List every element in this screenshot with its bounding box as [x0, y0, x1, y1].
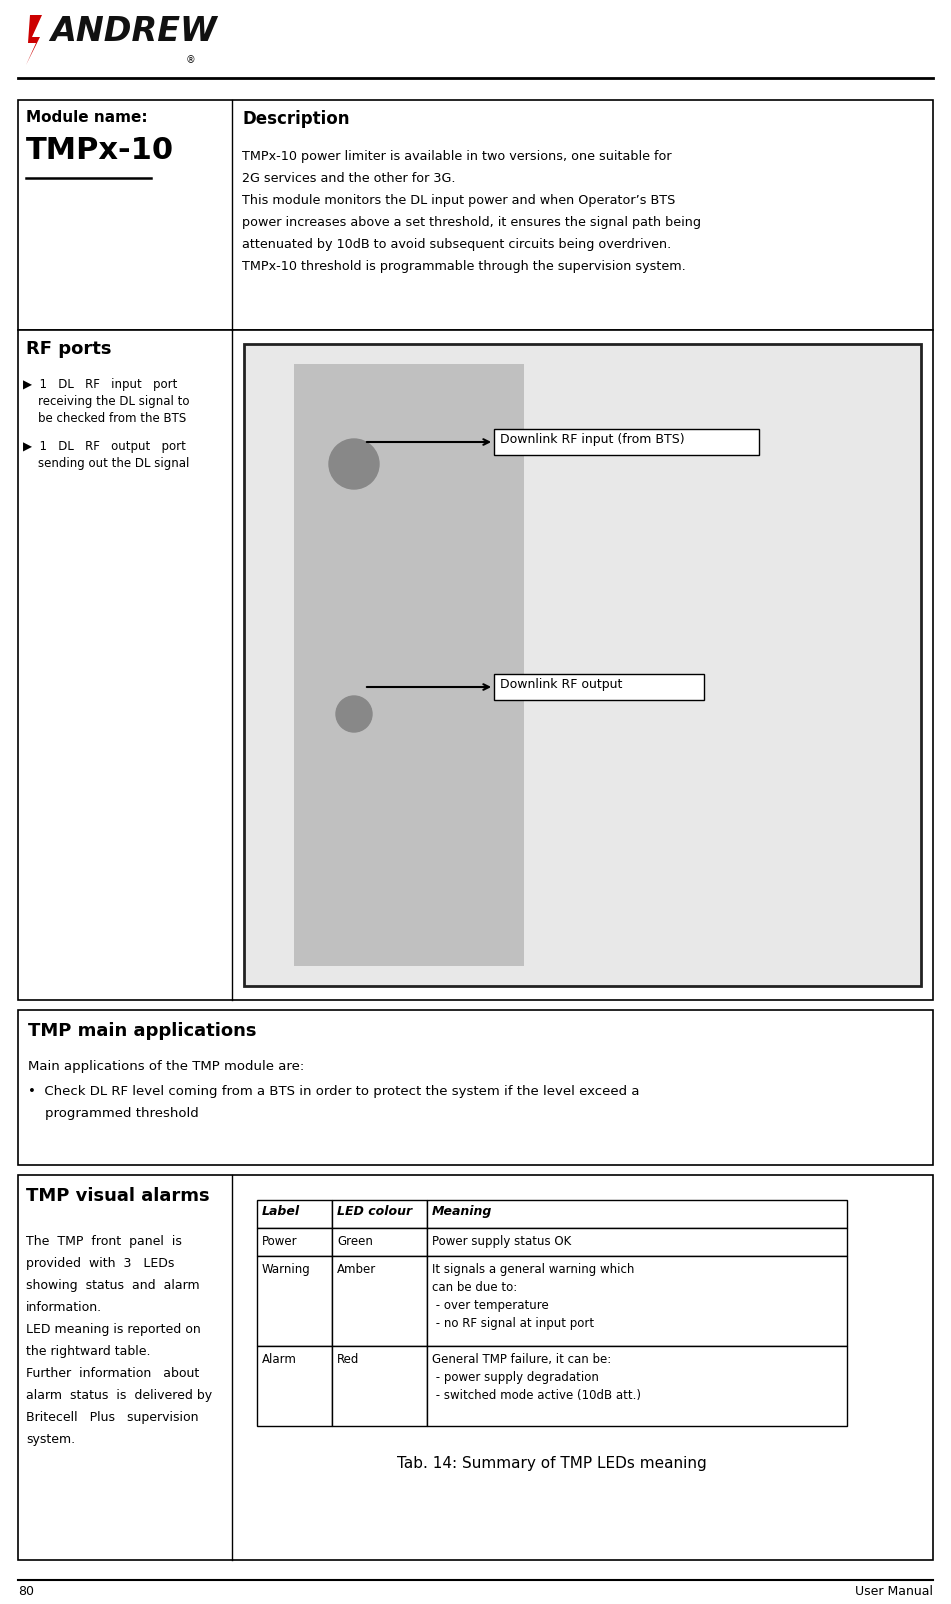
Bar [18, 1176, 933, 1561]
Text: - switched mode active (10dB att.): - switched mode active (10dB att.) [432, 1389, 641, 1402]
Text: showing  status  and  alarm: showing status and alarm [26, 1278, 200, 1291]
Text: •  Check DL RF level coming from a BTS in order to protect the system if the lev: • Check DL RF level coming from a BTS in… [28, 1084, 639, 1099]
Text: Power: Power [262, 1235, 298, 1248]
Text: ®: ® [186, 55, 196, 66]
Bar [257, 1229, 332, 1256]
Text: Downlink RF output: Downlink RF output [500, 678, 622, 691]
Text: ▶  1   DL   RF   input   port: ▶ 1 DL RF input port [23, 379, 178, 391]
Text: Alarm: Alarm [262, 1354, 297, 1367]
Text: sending out the DL signal: sending out the DL signal [23, 457, 189, 470]
Bar [427, 1256, 847, 1346]
Text: It signals a general warning which: It signals a general warning which [432, 1262, 634, 1277]
Text: Meaning: Meaning [432, 1205, 493, 1217]
Bar [18, 330, 933, 999]
Text: 2G services and the other for 3G.: 2G services and the other for 3G. [242, 172, 456, 184]
Text: provided  with  3   LEDs: provided with 3 LEDs [26, 1258, 174, 1270]
Bar [427, 1229, 847, 1256]
Bar [244, 343, 921, 986]
Text: ▶  1   DL   RF   output   port: ▶ 1 DL RF output port [23, 439, 185, 452]
Text: the rightward table.: the rightward table. [26, 1346, 150, 1359]
Text: Red: Red [337, 1354, 359, 1367]
Text: - over temperature: - over temperature [432, 1299, 549, 1312]
Bar [427, 1346, 847, 1426]
Bar [294, 364, 524, 966]
Bar [332, 1346, 427, 1426]
Bar [18, 1011, 933, 1165]
Text: TMPx-10 threshold is programmable through the supervision system.: TMPx-10 threshold is programmable throug… [242, 260, 686, 273]
Bar [494, 674, 704, 699]
Text: programmed threshold: programmed threshold [28, 1107, 199, 1120]
Text: Description: Description [242, 111, 350, 128]
Bar [257, 1200, 332, 1229]
Text: Module name:: Module name: [26, 111, 147, 125]
Text: Power supply status OK: Power supply status OK [432, 1235, 572, 1248]
Text: Label: Label [262, 1205, 301, 1217]
Text: alarm  status  is  delivered by: alarm status is delivered by [26, 1389, 212, 1402]
Text: 80: 80 [18, 1585, 34, 1598]
Text: Britecell   Plus   supervision: Britecell Plus supervision [26, 1412, 199, 1424]
Text: The  TMP  front  panel  is: The TMP front panel is [26, 1235, 182, 1248]
Text: Green: Green [337, 1235, 373, 1248]
Circle shape [336, 696, 372, 731]
Bar [332, 1256, 427, 1346]
Text: be checked from the BTS: be checked from the BTS [23, 412, 186, 425]
Bar [427, 1200, 847, 1229]
Text: receiving the DL signal to: receiving the DL signal to [23, 395, 189, 407]
Bar [494, 428, 759, 456]
Text: RF ports: RF ports [26, 340, 111, 358]
Bar [332, 1200, 427, 1229]
Text: attenuated by 10dB to avoid subsequent circuits being overdriven.: attenuated by 10dB to avoid subsequent c… [242, 237, 671, 250]
Polygon shape [26, 14, 42, 66]
Text: LED meaning is reported on: LED meaning is reported on [26, 1323, 201, 1336]
Text: power increases above a set threshold, it ensures the signal path being: power increases above a set threshold, i… [242, 217, 701, 229]
Text: - no RF signal at input port: - no RF signal at input port [432, 1317, 594, 1330]
Text: This module monitors the DL input power and when Operator’s BTS: This module monitors the DL input power … [242, 194, 675, 207]
Text: TMPx-10: TMPx-10 [26, 136, 174, 165]
Text: Amber: Amber [337, 1262, 377, 1277]
Text: TMP main applications: TMP main applications [28, 1022, 257, 1039]
Text: can be due to:: can be due to: [432, 1282, 517, 1294]
Bar [257, 1256, 332, 1346]
Bar [18, 99, 933, 330]
Text: information.: information. [26, 1301, 102, 1314]
Text: system.: system. [26, 1432, 75, 1445]
Circle shape [329, 439, 379, 489]
Text: LED colour: LED colour [337, 1205, 412, 1217]
Text: ANDREW: ANDREW [50, 14, 217, 48]
Bar [257, 1346, 332, 1426]
Text: Tab. 14: Summary of TMP LEDs meaning: Tab. 14: Summary of TMP LEDs meaning [398, 1456, 707, 1471]
Bar [332, 1229, 427, 1256]
Text: TMP visual alarms: TMP visual alarms [26, 1187, 209, 1205]
Text: Downlink RF input (from BTS): Downlink RF input (from BTS) [500, 433, 685, 446]
Text: - power supply degradation: - power supply degradation [432, 1371, 599, 1384]
Text: User Manual: User Manual [855, 1585, 933, 1598]
Text: General TMP failure, it can be:: General TMP failure, it can be: [432, 1354, 611, 1367]
Text: Warning: Warning [262, 1262, 311, 1277]
Text: TMPx-10 power limiter is available in two versions, one suitable for: TMPx-10 power limiter is available in tw… [242, 151, 671, 164]
Text: Main applications of the TMP module are:: Main applications of the TMP module are: [28, 1060, 304, 1073]
Text: Further  information   about: Further information about [26, 1367, 200, 1379]
